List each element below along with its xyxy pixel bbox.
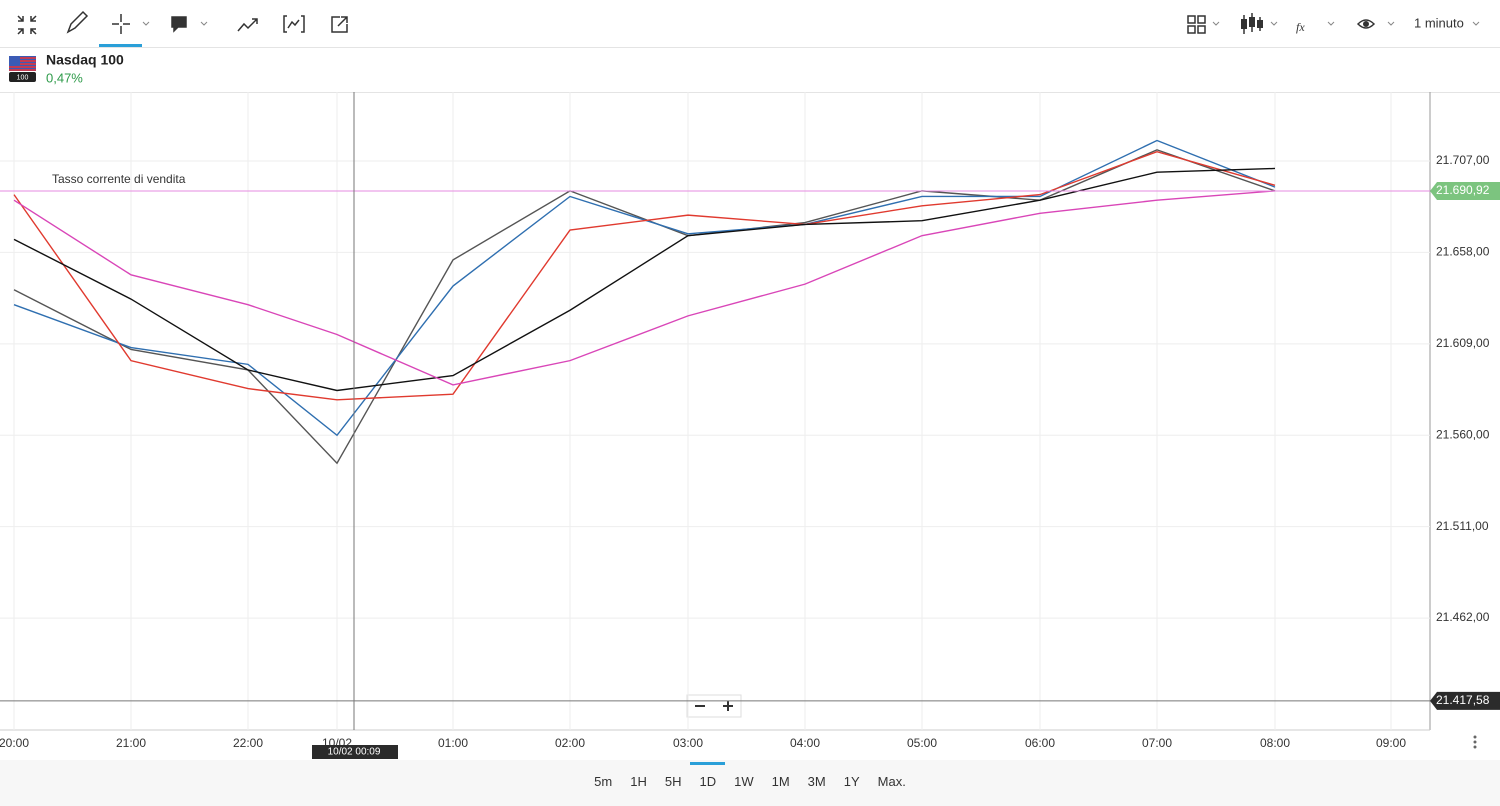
- x-tick-label: 22:00: [233, 736, 263, 750]
- range-button[interactable]: 1D: [690, 760, 725, 806]
- instrument-name: Nasdaq 100: [46, 52, 124, 68]
- range-bar: 5m 1H 5H 1D 1W 1M 3M 1Y Max.: [0, 760, 1500, 806]
- x-tick-label: 21:00: [116, 736, 146, 750]
- price-line-label: Tasso corrente di vendita: [52, 172, 186, 186]
- instrument-header: 100 Nasdaq 100 0,47%: [0, 48, 1500, 93]
- toolbar-icons: fx 1 minuto: [17, 10, 1480, 47]
- price-tag: [1430, 182, 1500, 201]
- trend-icon[interactable]: [237, 18, 258, 32]
- series-line: [13, 139, 1276, 437]
- share-icon[interactable]: [331, 16, 348, 33]
- x-tick-label: 03:00: [673, 736, 703, 750]
- range-button[interactable]: 5m: [594, 774, 613, 789]
- flag-badge: 100: [17, 74, 29, 81]
- range-button[interactable]: 1H: [630, 774, 647, 789]
- x-tick-label: 05:00: [907, 736, 937, 750]
- series-line: [13, 190, 1276, 386]
- crosshair-time-label: 10/02 00:09: [328, 747, 381, 758]
- range-button[interactable]: 5H: [664, 774, 682, 789]
- x-tick-label: 07:00: [1142, 736, 1172, 750]
- range-button[interactable]: 1Y: [843, 774, 860, 789]
- crosshair-tag: [1430, 691, 1500, 710]
- crosshair-price-label: 21.417,58: [1436, 693, 1490, 707]
- instrument: 100 Nasdaq 100 0,47%: [9, 52, 124, 85]
- comment-icon[interactable]: [171, 16, 187, 33]
- instrument-change: 0,47%: [46, 70, 83, 85]
- indicator-icon[interactable]: [283, 15, 305, 33]
- y-tick-label: 21.462,00: [1436, 610, 1490, 624]
- series-line: [13, 167, 1276, 392]
- y-tick-label: 21.560,00: [1436, 427, 1490, 441]
- series-line: [13, 150, 1276, 401]
- chart: 21.462,00 21.511,00 21.560,00 21.609,00 21.6…: [0, 92, 1500, 759]
- y-tick-label: 21.658,00: [1436, 245, 1490, 259]
- zoom-icons[interactable]: [695, 701, 733, 711]
- y-tick-label: 21.609,00: [1436, 336, 1490, 350]
- crosshair-time-tag: [312, 745, 398, 759]
- range-button[interactable]: 1W: [734, 774, 754, 789]
- interval[interactable]: 1 minuto: [1414, 15, 1464, 30]
- collapse-icon[interactable]: [17, 15, 37, 35]
- price-tag-label: 21.690,92: [1436, 183, 1490, 197]
- y-tick-label: 21.511,00: [1436, 519, 1489, 533]
- toolbar: fx 1 minuto: [0, 0, 1500, 48]
- draw-icon[interactable]: [66, 10, 89, 34]
- y-tick-label: 21.707,00: [1436, 153, 1490, 167]
- x-tick-label: 20:00: [0, 736, 29, 750]
- x-tick-label: 06:00: [1025, 736, 1055, 750]
- x-tick-label: 01:00: [438, 736, 468, 750]
- active-tool: [99, 44, 142, 47]
- fx-icon[interactable]: fx: [1296, 20, 1305, 34]
- eye-icon[interactable]: [1356, 19, 1376, 29]
- range-button[interactable]: 3M: [807, 774, 826, 789]
- range-button[interactable]: 1M: [771, 774, 790, 789]
- series-line: [13, 149, 1276, 465]
- x-tick-label: 09:00: [1376, 736, 1406, 750]
- range-button[interactable]: Max.: [877, 774, 906, 789]
- x-tick-label: 08:00: [1260, 736, 1290, 750]
- x-tick-label: 02:00: [555, 736, 585, 750]
- crosshair-icon[interactable]: [112, 14, 130, 34]
- x-tick-label: 04:00: [790, 736, 820, 750]
- layout-icon[interactable]: [1187, 15, 1206, 34]
